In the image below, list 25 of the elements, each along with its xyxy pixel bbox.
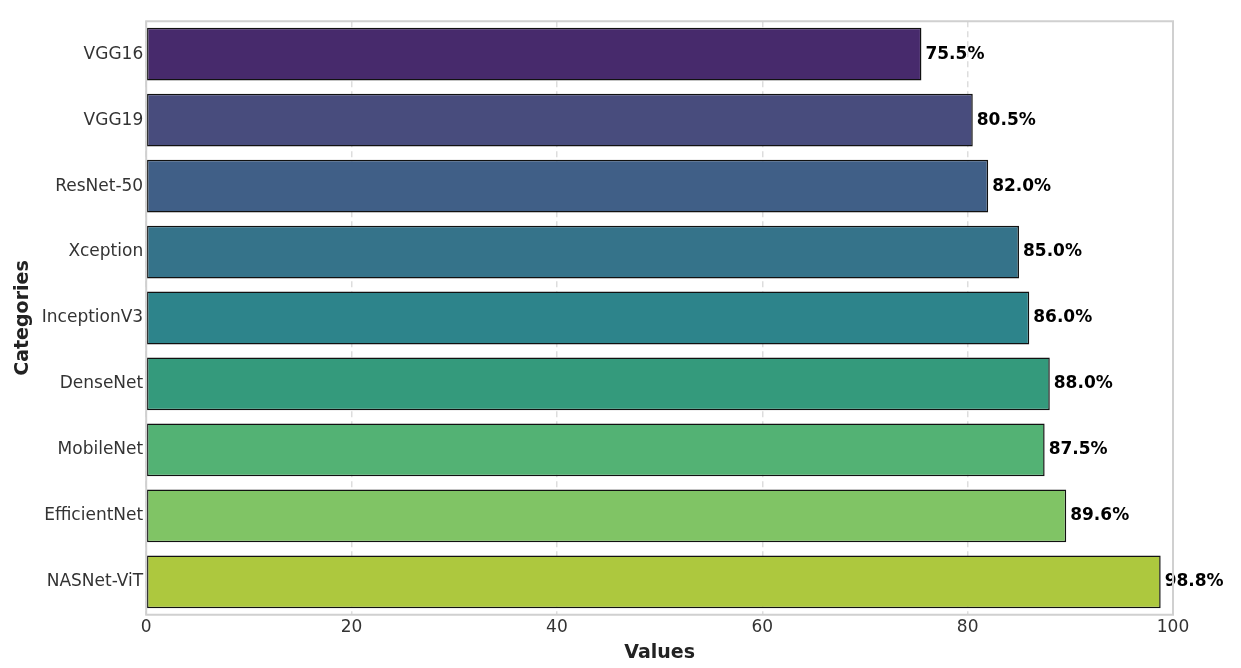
y-tick-label: VGG19 [83, 108, 144, 129]
y-axis-title: Categories [10, 260, 33, 376]
x-tick-label: 80 [956, 616, 979, 637]
data-label: 86.0% [1033, 306, 1093, 327]
data-label: 85.0% [1022, 240, 1082, 261]
x-tick-label: 0 [140, 616, 152, 637]
data-label: 75.5% [925, 42, 985, 63]
x-tick-label: 20 [340, 616, 363, 637]
y-tick-label: EfficientNet [44, 504, 144, 525]
y-tick-label: DenseNet [59, 372, 144, 393]
y-tick-label: ResNet-50 [55, 174, 144, 195]
y-tick-label: MobileNet [57, 438, 144, 459]
y-tick-label: InceptionV3 [41, 306, 144, 327]
data-label: 89.6% [1070, 504, 1130, 525]
y-tick-label: VGG16 [83, 42, 144, 63]
data-label: 80.5% [976, 108, 1036, 129]
y-tick-label: NASNet-ViT [46, 570, 144, 591]
data-label: 82.0% [992, 174, 1052, 195]
data-label: 88.0% [1053, 372, 1113, 393]
x-tick-label: 100 [1156, 616, 1190, 637]
y-tick-label: Xception [68, 240, 144, 261]
data-label: 87.5% [1048, 438, 1108, 459]
x-tick-label: 40 [546, 616, 568, 637]
x-axis-title: Values [624, 639, 695, 662]
x-tick-label: 60 [751, 616, 774, 637]
